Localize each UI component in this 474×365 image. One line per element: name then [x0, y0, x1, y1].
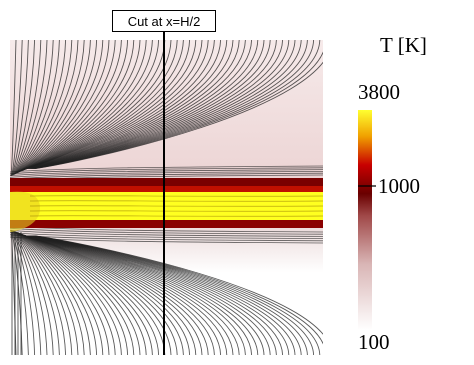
streamline: [14, 40, 73, 175]
hot-contour: [29, 210, 323, 212]
streamline: [16, 40, 91, 174]
streamline: [11, 40, 36, 176]
colorbar-title: T [K]: [380, 33, 427, 57]
streamline: [12, 40, 42, 176]
colorbar-tick-min: 100: [358, 330, 390, 354]
streamline: [14, 40, 67, 175]
streamline: [13, 40, 60, 175]
cut-label: Cut at x=H/2: [112, 10, 216, 32]
hot-contour: [29, 215, 323, 217]
hot-layer-contours: [29, 195, 323, 217]
streamline: [10, 227, 323, 235]
colorbar-tick-mid: 1000: [378, 174, 420, 198]
hot-contour: [29, 205, 323, 207]
streamline: [35, 61, 323, 169]
streamline: [15, 40, 79, 174]
upper-glow: [10, 186, 323, 194]
streamline: [12, 40, 48, 176]
streamline: [10, 167, 323, 175]
hot-contour: [29, 200, 323, 202]
streamline: [15, 40, 85, 174]
streamline: [10, 234, 323, 242]
streamline: [10, 172, 323, 180]
streamline: [10, 236, 323, 244]
streamlines: [10, 40, 323, 355]
hot-contour: [29, 195, 323, 197]
streamline: [10, 230, 323, 237]
colorbar: [358, 110, 372, 330]
streamline: [10, 171, 323, 178]
hot-layer-edge: [10, 220, 323, 228]
streamline: [15, 231, 85, 355]
streamline: [11, 230, 29, 355]
streamline: [10, 232, 323, 239]
left-wall-boundary: [10, 191, 40, 232]
field-region: [10, 40, 323, 355]
streamline: [13, 40, 54, 175]
streamline: [10, 169, 323, 176]
colorbar-tick-max: 3800: [358, 80, 400, 104]
streamline: [16, 232, 91, 355]
streamline: [11, 230, 36, 355]
streamline: [10, 165, 323, 173]
